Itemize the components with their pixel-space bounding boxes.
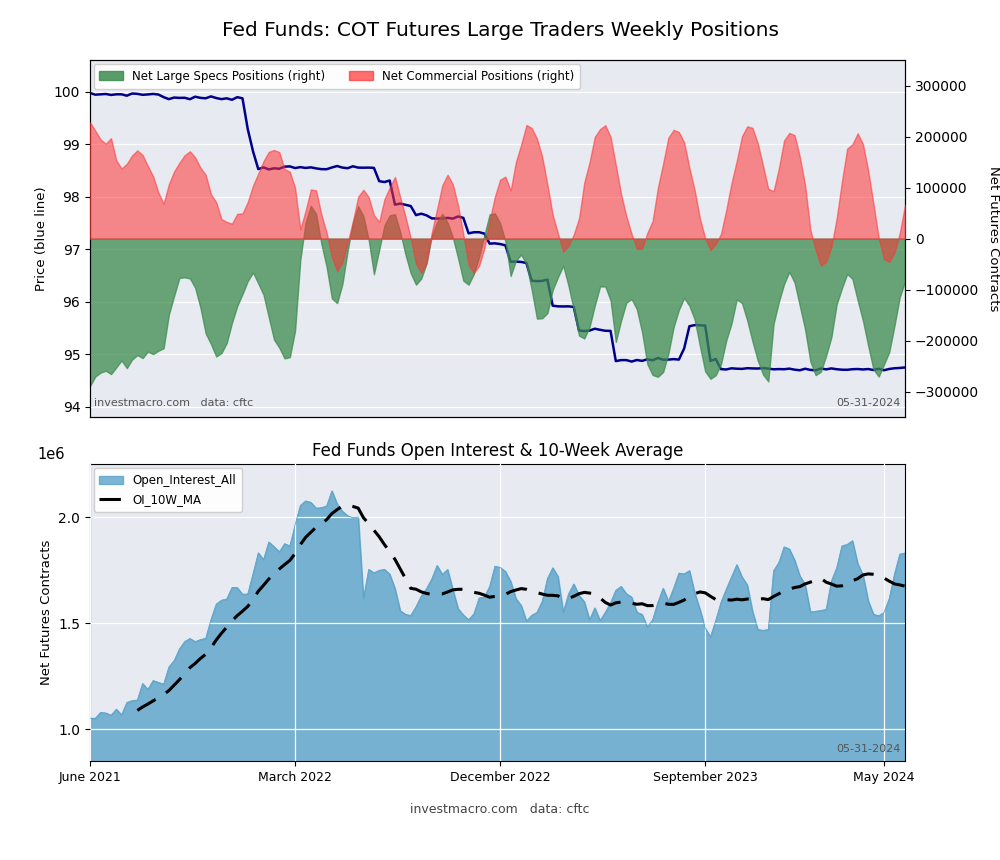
Text: investmacro.com   data: cftc: investmacro.com data: cftc <box>410 802 590 815</box>
Legend: Open_Interest_All, OI_10W_MA: Open_Interest_All, OI_10W_MA <box>94 468 242 512</box>
Text: 05-31-2024: 05-31-2024 <box>837 398 901 408</box>
Legend: Net Large Specs Positions (right), Net Commercial Positions (right): Net Large Specs Positions (right), Net C… <box>94 64 580 89</box>
Text: investmacro.com   data: cftc: investmacro.com data: cftc <box>94 398 253 408</box>
Text: 1e6: 1e6 <box>37 446 65 462</box>
Text: 05-31-2024: 05-31-2024 <box>837 744 901 753</box>
Title: Fed Funds Open Interest & 10-Week Average: Fed Funds Open Interest & 10-Week Averag… <box>312 442 683 460</box>
Y-axis label: Price (blue line): Price (blue line) <box>35 187 48 291</box>
Y-axis label: Net Futures Contracts: Net Futures Contracts <box>987 166 1000 311</box>
Y-axis label: Net Futures Contracts: Net Futures Contracts <box>40 540 53 685</box>
Text: Fed Funds: COT Futures Large Traders Weekly Positions: Fed Funds: COT Futures Large Traders Wee… <box>222 22 778 40</box>
